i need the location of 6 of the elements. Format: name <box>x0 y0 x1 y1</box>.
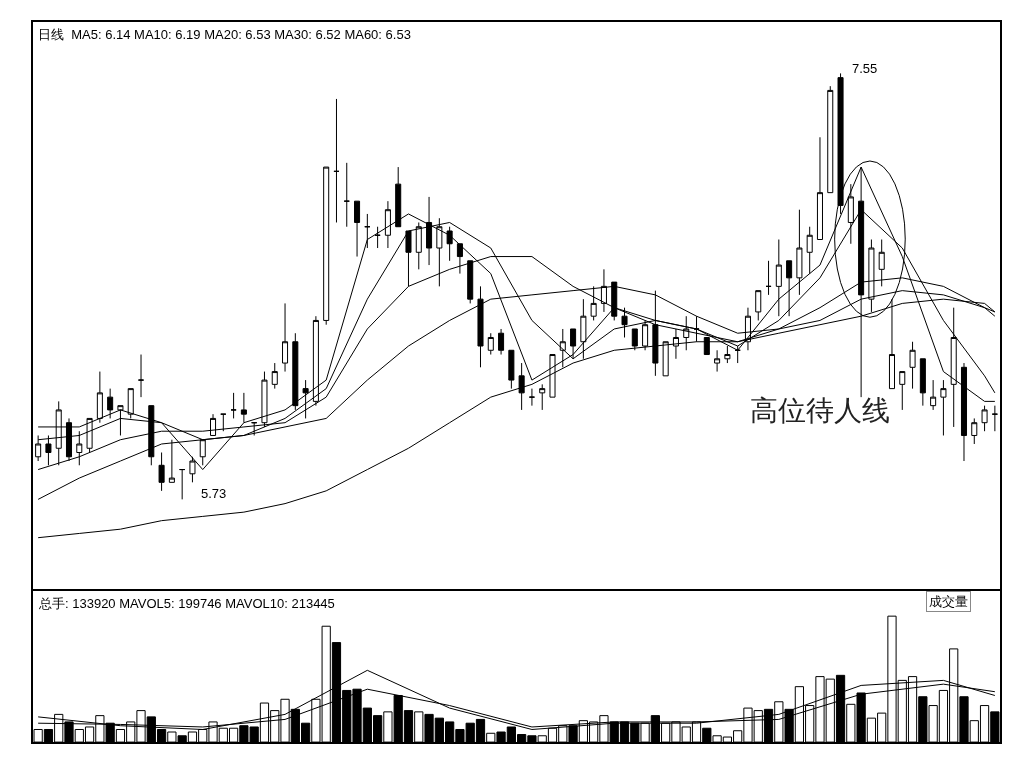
text: 成交量 <box>929 594 968 609</box>
annotation: 5.73 <box>201 486 227 501</box>
annotation: 7.55 <box>852 61 878 76</box>
chart-title: 日线 MA5: 6.14 MA10: 6.19 MA20: 6.53 MA30: 6.52 MA60: 6.53 <box>38 27 411 42</box>
chart-title: 总手: 133920 MAVOL5: 199746 MAVOL10: 213445 <box>38 596 335 611</box>
annotation: 高位待人线 <box>750 395 890 426</box>
